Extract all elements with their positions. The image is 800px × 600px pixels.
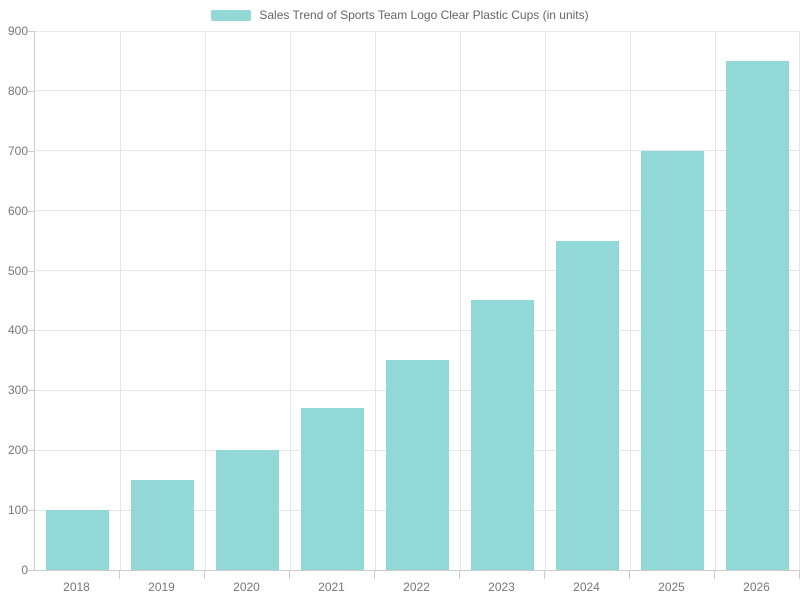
x-axis-label: 2021 [318, 580, 345, 594]
y-axis-label: 0 [21, 563, 28, 577]
x-axis-tick-icon [373, 571, 375, 579]
v-gridline [459, 31, 461, 570]
h-gridline [35, 90, 800, 92]
h-gridline [35, 150, 800, 152]
v-gridline [544, 31, 546, 570]
bar-2020[interactable] [216, 450, 279, 570]
bar-2018[interactable] [46, 510, 109, 570]
y-axis-label: 700 [7, 143, 28, 158]
x-axis-tick-icon [628, 571, 630, 579]
x-axis-label: 2023 [488, 580, 515, 594]
x-axis-label: 2019 [148, 580, 175, 594]
y-axis-label: 200 [7, 443, 28, 458]
v-gridline [204, 31, 206, 570]
x-axis-label: 2024 [573, 580, 600, 594]
x-axis-tick-icon [543, 571, 545, 579]
bar-2022[interactable] [386, 360, 449, 570]
bar-2025[interactable] [641, 151, 704, 570]
x-axis-tick-icon [288, 571, 290, 579]
x-axis-label: 2026 [743, 580, 770, 594]
y-axis-tick-icon [28, 390, 34, 392]
h-gridline [35, 329, 800, 331]
legend-label: Sales Trend of Sports Team Logo Clear Pl… [259, 8, 589, 22]
y-axis-label: 400 [7, 323, 28, 338]
y-axis-label: 900 [7, 24, 28, 38]
h-gridline [35, 30, 800, 32]
v-gridline [289, 31, 291, 570]
x-axis-label: 2025 [658, 580, 685, 594]
x-axis-tick-icon [203, 571, 205, 579]
y-axis-tick-icon [28, 450, 34, 452]
y-axis-tick-icon [28, 270, 34, 272]
bar-2019[interactable] [131, 480, 194, 570]
bar-2023[interactable] [471, 300, 534, 570]
bar-2026[interactable] [726, 61, 789, 570]
legend[interactable]: Sales Trend of Sports Team Logo Clear Pl… [0, 4, 800, 26]
v-gridline [119, 31, 121, 570]
x-axis-label: 2022 [403, 580, 430, 594]
v-gridline [714, 31, 716, 570]
v-gridline [374, 31, 376, 570]
plot-area [34, 30, 800, 571]
v-gridline [629, 31, 631, 570]
y-axis-label: 500 [7, 263, 28, 278]
y-axis-label: 100 [7, 503, 28, 518]
x-axis-label: 2020 [233, 580, 260, 594]
y-axis-label: 300 [7, 383, 28, 398]
h-gridline [35, 270, 800, 272]
y-axis-tick-icon [28, 570, 34, 571]
bar-2021[interactable] [301, 408, 364, 570]
legend-swatch-icon [211, 9, 252, 21]
h-gridline [35, 210, 800, 212]
y-axis-tick-icon [28, 31, 34, 32]
bar-2024[interactable] [556, 241, 619, 570]
y-axis-label: 600 [7, 203, 28, 218]
y-axis-tick-icon [28, 90, 34, 92]
x-axis-label: 2018 [63, 580, 90, 594]
x-axis-tick-icon [713, 571, 715, 579]
x-axis-tick-icon [458, 571, 460, 579]
x-axis-tick-icon [118, 571, 120, 579]
y-axis-label: 800 [7, 83, 28, 98]
y-axis-tick-icon [28, 330, 34, 332]
y-axis-tick-icon [28, 210, 34, 212]
y-axis-tick-icon [28, 510, 34, 512]
x-axis-tick-icon [798, 571, 800, 579]
y-axis-tick-icon [28, 150, 34, 152]
